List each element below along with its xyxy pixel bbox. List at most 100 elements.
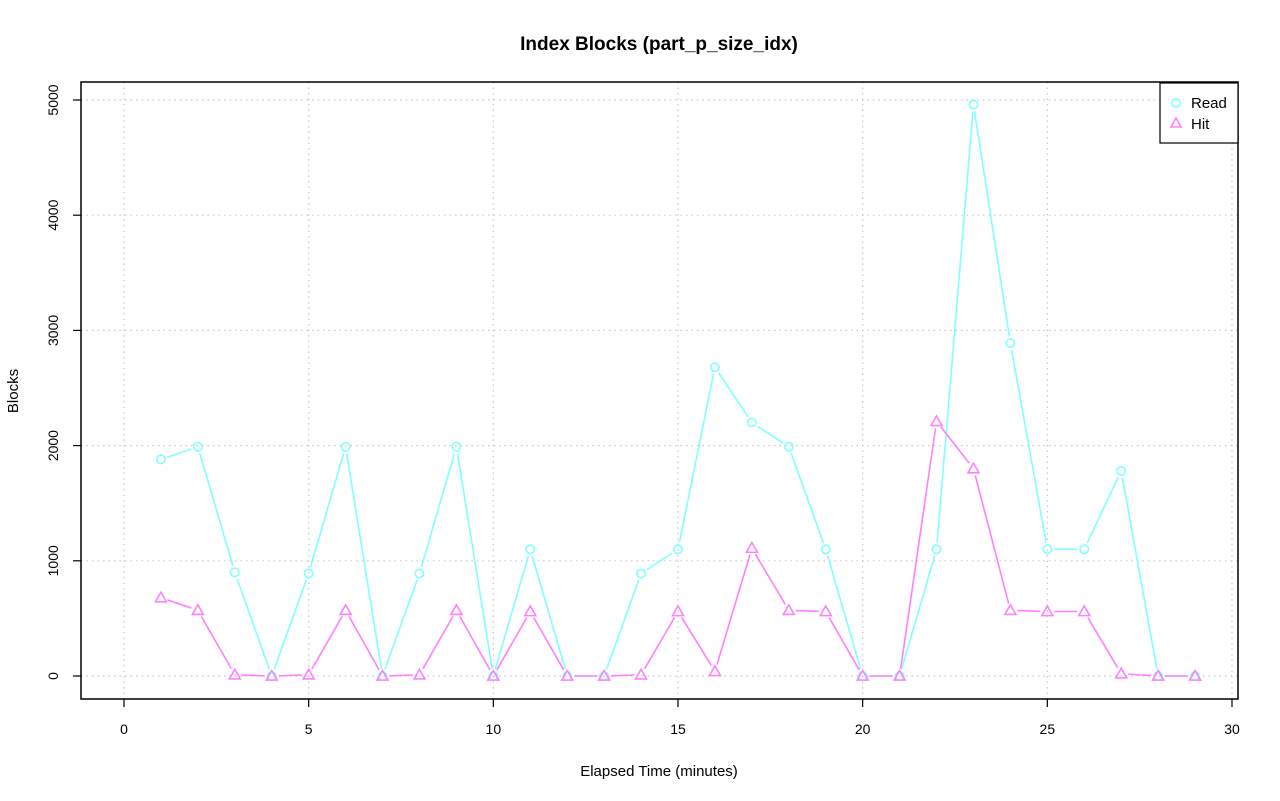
series-read-point bbox=[968, 99, 979, 110]
series-read-point bbox=[820, 544, 831, 555]
series-read-point bbox=[525, 544, 536, 555]
series-read-segment bbox=[494, 555, 530, 670]
series-read-segment bbox=[790, 453, 825, 543]
series-hit-point bbox=[560, 668, 575, 681]
y-tick-label: 0 bbox=[45, 672, 61, 680]
x-tick-label: 5 bbox=[305, 721, 313, 737]
series-read-segment bbox=[456, 453, 494, 670]
x-axis-label: Elapsed Time (minutes) bbox=[580, 763, 738, 780]
legend-hit-marker bbox=[1169, 116, 1183, 128]
series-hit-segment bbox=[1128, 673, 1152, 677]
series-hit-segment bbox=[496, 617, 528, 671]
chart-title: Index Blocks (part_p_size_idx) bbox=[520, 34, 798, 55]
series-read-segment bbox=[345, 453, 383, 670]
series-read-segment bbox=[199, 453, 234, 566]
series-hit-point bbox=[375, 668, 390, 681]
series-hit-point bbox=[671, 604, 685, 617]
series-hit-segment bbox=[533, 617, 565, 671]
y-tick-label: 5000 bbox=[45, 84, 61, 115]
series-hit-point bbox=[1003, 603, 1018, 616]
series-read-segment bbox=[757, 425, 784, 444]
x-tick-label: 25 bbox=[1040, 721, 1056, 737]
series-read-point bbox=[155, 454, 166, 465]
legend-read-label: Read bbox=[1191, 95, 1227, 112]
series-read-segment bbox=[826, 555, 862, 670]
series-hit-point bbox=[264, 668, 279, 681]
series-hit-segment bbox=[241, 674, 265, 677]
series-read-segment bbox=[384, 579, 418, 670]
series-hit-point bbox=[744, 541, 759, 554]
series-read-segment bbox=[1121, 477, 1158, 670]
series-hit-segment bbox=[389, 674, 413, 677]
series-hit-segment bbox=[974, 475, 1010, 604]
series-read-point bbox=[1116, 465, 1127, 476]
legend-hit-label: Hit bbox=[1191, 116, 1210, 133]
grid bbox=[81, 82, 1238, 699]
legend-read-marker bbox=[1171, 98, 1182, 109]
x-tick-label: 10 bbox=[486, 721, 502, 737]
series-hit-point bbox=[1151, 668, 1166, 681]
series-hit-point bbox=[1077, 604, 1092, 617]
series-read-point bbox=[1042, 544, 1053, 555]
series-hit-segment bbox=[278, 674, 302, 677]
series-read-segment bbox=[973, 111, 1011, 337]
series-hit-segment bbox=[828, 617, 860, 671]
series-read-segment bbox=[531, 555, 567, 670]
series-hit-segment bbox=[167, 599, 192, 609]
series-read-point bbox=[709, 362, 720, 373]
series-hit-point bbox=[486, 668, 501, 681]
series-hit-segment bbox=[459, 616, 491, 671]
series-hit-point bbox=[1040, 604, 1055, 617]
series-hit bbox=[154, 414, 1202, 681]
series-read-point bbox=[229, 567, 240, 578]
series-read-segment bbox=[1086, 476, 1119, 544]
series-hit-segment bbox=[348, 616, 380, 671]
series-hit-point bbox=[708, 664, 722, 677]
x-tick-label: 30 bbox=[1224, 721, 1240, 737]
series-hit-point bbox=[892, 668, 907, 681]
series-read-point bbox=[1079, 544, 1090, 555]
series-read-segment bbox=[646, 552, 673, 571]
series-read-segment bbox=[420, 453, 456, 567]
x-tick-label: 20 bbox=[855, 721, 871, 737]
series-read-point bbox=[192, 441, 203, 452]
series-hit-point bbox=[966, 461, 981, 474]
series-read-point bbox=[783, 441, 794, 452]
series-hit-segment bbox=[716, 554, 751, 665]
series-read-segment bbox=[900, 555, 936, 670]
series-read-segment bbox=[236, 578, 271, 670]
y-axis-label: Blocks bbox=[5, 369, 22, 413]
series-read-point bbox=[414, 568, 425, 579]
series-read-segment bbox=[718, 372, 749, 418]
series-hit-segment bbox=[1017, 609, 1041, 613]
series-read-segment bbox=[273, 579, 308, 670]
series-hit-segment bbox=[200, 616, 233, 670]
series-read-segment bbox=[936, 111, 974, 543]
series-hit-point bbox=[449, 603, 464, 616]
series-hit-segment bbox=[754, 553, 786, 605]
series-hit-segment bbox=[1087, 617, 1119, 669]
series-hit-point bbox=[190, 603, 205, 616]
series-hit-point bbox=[154, 590, 168, 603]
series-read-point bbox=[746, 417, 757, 428]
legend-box bbox=[1159, 82, 1239, 144]
series-layer bbox=[154, 99, 1202, 681]
legend: Read Hit bbox=[1159, 82, 1239, 144]
series-read-point bbox=[340, 441, 351, 452]
series-hit-point bbox=[227, 667, 242, 680]
series-read-segment bbox=[309, 453, 345, 567]
series-hit-segment bbox=[611, 674, 635, 677]
series-hit-point bbox=[781, 603, 796, 616]
series-read-point bbox=[636, 568, 647, 579]
series-hit-point bbox=[523, 604, 538, 617]
series-hit-point bbox=[412, 667, 427, 680]
series-hit-segment bbox=[899, 428, 937, 670]
x-tick-label: 15 bbox=[670, 721, 686, 737]
series-hit-point bbox=[634, 667, 648, 680]
series-read-point bbox=[451, 441, 462, 452]
y-axis: 0 1000 2000 3000 4000 5000 bbox=[45, 84, 81, 680]
series-hit-point bbox=[818, 604, 833, 617]
x-axis: 0 5 10 15 20 25 30 bbox=[120, 699, 1240, 737]
series-read-point bbox=[672, 544, 683, 555]
series-read-point bbox=[1005, 338, 1016, 349]
